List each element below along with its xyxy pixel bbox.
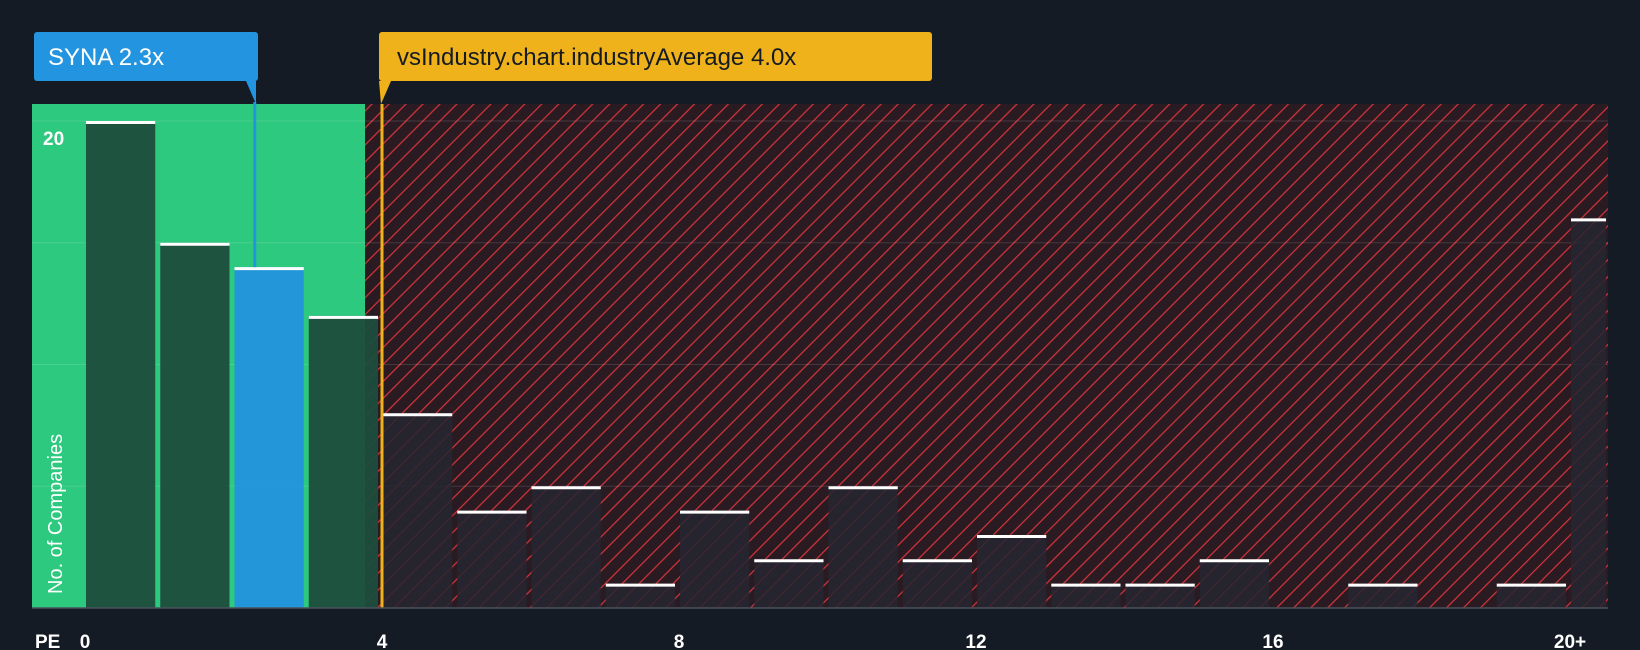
bar-bin-4	[383, 413, 453, 608]
bar-bin-19	[1496, 583, 1566, 608]
x-tick-20-plus: 20+	[1554, 632, 1586, 650]
industry-callout-label: vsIndustry.chart.industryAverage 4.0x	[397, 44, 796, 71]
bar-bin-8	[680, 510, 750, 608]
bar-bin-2	[234, 267, 304, 608]
x-axis-label: PE	[35, 632, 60, 650]
bar-bin-9	[754, 559, 824, 608]
bar-bin-0	[86, 121, 156, 608]
bar-bin-10	[828, 486, 898, 608]
bar-bin-20	[1571, 218, 1606, 608]
company-callout-pointer	[246, 81, 256, 104]
x-tick-4: 4	[377, 632, 388, 650]
company-callout-label: SYNA 2.3x	[48, 44, 164, 71]
industry-callout: vsIndustry.chart.industryAverage 4.0x	[379, 32, 932, 104]
x-tick-8: 8	[674, 632, 685, 650]
company-callout: SYNA 2.3x	[34, 32, 258, 104]
bar-bin-5	[457, 510, 527, 608]
industry-callout-box	[379, 32, 932, 81]
x-tick-16: 16	[1262, 632, 1283, 650]
bar-bin-6	[531, 486, 601, 608]
bar-bin-12	[977, 534, 1047, 608]
y-tick-20: 20	[43, 129, 64, 150]
bar-bin-15	[1199, 559, 1269, 608]
y-axis-label: No. of Companies	[45, 434, 67, 594]
bar-bin-7	[605, 583, 675, 608]
x-tick-0: 0	[80, 632, 91, 650]
company-callout-box	[34, 32, 258, 81]
bar-bin-1	[160, 242, 230, 609]
bar-bin-13	[1051, 583, 1121, 608]
bar-bin-14	[1125, 583, 1195, 608]
bar-bin-17	[1348, 583, 1418, 608]
industry-callout-pointer	[379, 81, 391, 104]
bar-bin-3	[308, 315, 378, 608]
x-tick-12: 12	[965, 632, 986, 650]
bar-bin-11	[902, 559, 972, 608]
